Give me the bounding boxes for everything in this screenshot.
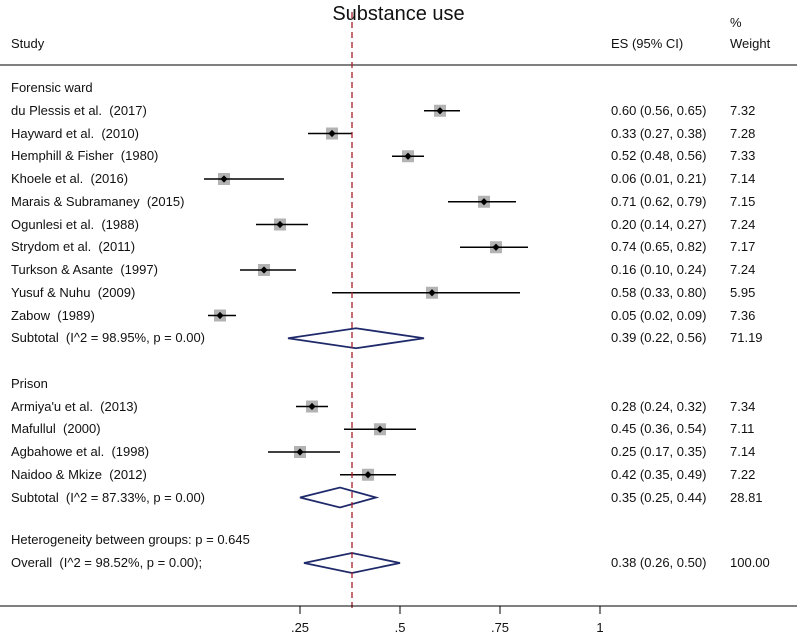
study-label: Hemphill & Fisher (1980) [11,148,159,164]
study-effect-size: 0.58 (0.33, 0.80) [611,284,707,300]
study-effect-size: 0.05 (0.02, 0.09) [611,307,707,323]
subtotal-effect-size: 0.35 (0.25, 0.44) [611,489,707,505]
weight-column-header: Weight [730,36,771,51]
study-label: Agbahowe et al. (1998) [11,444,150,459]
es-column-header: ES (95% CI) [611,36,684,51]
study-effect-size: 0.42 (0.35, 0.49) [611,466,707,482]
overall-diamond [303,552,401,574]
study-point-estimate [296,448,304,456]
study-effect-size: 0.20 (0.14, 0.27) [611,216,707,232]
study-point-estimate [436,107,444,115]
study-weight: 7.28 [730,125,756,141]
study-weight: 7.24 [730,262,756,277]
study-weight: 7.34 [730,398,756,414]
group-heading: Forensic ward [11,80,93,95]
study-effect-size: 0.33 (0.27, 0.38) [611,125,707,141]
study-effect-size: 0.74 (0.65, 0.82) [611,239,707,255]
study-weight: 7.15 [730,193,756,209]
study-column-header: Study [11,36,45,51]
study-effect-size: 0.45 (0.36, 0.54) [611,421,707,437]
study-weight: 7.17 [730,239,756,255]
study-label: Marais & Subramaney (2015) [11,193,185,209]
x-axis-tick-label: .75 [490,620,510,635]
study-weight: 7.14 [730,444,756,459]
study-label: Hayward et al. (2010) [11,125,139,141]
study-point-estimate [480,198,488,206]
study-point-estimate [492,243,500,251]
overall-effect-size: 0.38 (0.26, 0.50) [611,555,707,570]
subtotal-label: Subtotal (I^2 = 98.95%, p = 0.00) [11,330,206,346]
study-weight: 7.22 [730,466,756,482]
study-label: Armiya'u et al. (2013) [11,398,138,414]
study-effect-size: 0.28 (0.24, 0.32) [611,398,707,414]
subtotal-label: Subtotal (I^2 = 87.33%, p = 0.00) [11,489,206,505]
study-effect-size: 0.16 (0.10, 0.24) [611,262,707,277]
subtotal-diamond [299,486,380,509]
x-axis-tick-label: .25 [290,620,310,635]
study-label: du Plessis et al. (2017) [11,102,147,118]
study-weight: 7.36 [730,307,756,323]
study-point-estimate [276,220,284,229]
study-effect-size: 0.71 (0.62, 0.79) [611,193,707,209]
study-point-estimate [428,289,436,297]
study-weight: 7.14 [730,171,756,186]
study-effect-size: 0.25 (0.17, 0.35) [611,444,707,459]
study-label: Khoele et al. (2016) [11,171,129,186]
study-label: Turkson & Asante (1997) [11,262,158,277]
chart-title: Substance use [332,3,465,25]
overall-weight: 100.00 [730,555,770,570]
study-label: Strydom et al. (2011) [11,239,136,255]
study-point-estimate [404,152,412,160]
overall-label: Overall (I^2 = 98.52%, p = 0.00); [11,555,203,570]
study-weight: 5.95 [730,284,756,300]
group-heading: Prison [11,375,48,391]
study-point-estimate [376,425,384,433]
study-effect-size: 0.52 (0.48, 0.56) [611,148,707,164]
subtotal-weight: 71.19 [730,330,763,346]
study-weight: 7.32 [730,102,756,118]
study-weight: 7.24 [730,216,756,232]
subtotal-effect-size: 0.39 (0.22, 0.56) [611,330,707,346]
study-label: Zabow (1989) [11,307,95,323]
study-label: Naidoo & Mkize (2012) [11,466,147,482]
weight-column-header-percent: % [730,15,742,30]
study-label: Ogunlesi et al. (1988) [11,216,139,232]
study-point-estimate [328,129,336,138]
study-point-estimate [260,266,268,274]
study-point-estimate [364,471,372,479]
study-label: Yusuf & Nuhu (2009) [11,284,136,300]
study-point-estimate [220,175,228,183]
x-axis-tick-label: 1 [596,620,604,635]
study-weight: 7.11 [730,421,755,437]
study-point-estimate [216,311,224,320]
study-effect-size: 0.06 (0.01, 0.21) [611,171,707,186]
x-axis-tick-label: .5 [394,620,406,635]
subtotal-weight: 28.81 [730,489,763,505]
study-weight: 7.33 [730,148,756,164]
heterogeneity-label: Heterogeneity between groups: p = 0.645 [11,532,250,547]
study-point-estimate [308,402,316,411]
study-label: Mafullul (2000) [11,421,101,437]
subtotal-diamond [287,327,425,350]
study-effect-size: 0.60 (0.56, 0.65) [611,102,707,118]
